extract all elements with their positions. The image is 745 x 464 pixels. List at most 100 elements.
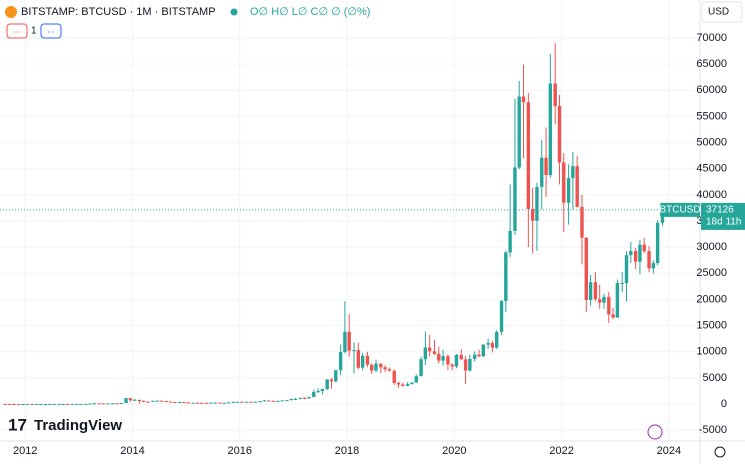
- candle-body: [334, 370, 338, 382]
- candle-body: [544, 157, 548, 175]
- candle-body: [481, 344, 485, 357]
- candle-body: [405, 384, 410, 386]
- candle-body: [473, 354, 477, 359]
- candle-body: [379, 363, 383, 368]
- candle-body: [624, 255, 629, 284]
- candle-body: [423, 347, 428, 360]
- brand-logo: 17: [8, 415, 27, 434]
- candle-body: [647, 251, 651, 269]
- candle-body: [396, 382, 401, 385]
- candle-body: [580, 206, 584, 238]
- candle-body: [427, 347, 432, 352]
- candle-body: [262, 400, 267, 402]
- candle-body: [222, 402, 226, 404]
- symbol-tag: [660, 202, 700, 217]
- currency-label[interactable]: USD: [708, 7, 729, 18]
- candle-body: [34, 403, 39, 405]
- settings-icon[interactable]: [714, 446, 726, 458]
- y-tick-label: 45000: [696, 163, 727, 175]
- candle-body: [182, 402, 186, 404]
- currency-button[interactable]: [701, 1, 743, 23]
- candle-body: [432, 351, 437, 354]
- candle-body: [615, 283, 620, 318]
- candle-body: [441, 356, 445, 361]
- candle-body: [146, 401, 150, 403]
- candle-body: [48, 403, 52, 405]
- candle-body: [30, 403, 34, 405]
- indicator-menu-text[interactable]: ...: [47, 24, 55, 34]
- btc-icon: [5, 6, 17, 18]
- candle-body: [245, 401, 249, 403]
- candle-body: [199, 402, 204, 404]
- candle-body: [343, 331, 347, 352]
- candle-body: [25, 403, 30, 405]
- symbol-tag-text: BTCUSD: [659, 205, 700, 216]
- candle-body: [128, 398, 133, 401]
- candle-body: [17, 404, 21, 406]
- candle-body: [168, 401, 173, 403]
- indicator-menu[interactable]: [40, 23, 62, 39]
- candle-body: [329, 379, 334, 382]
- candle-body: [526, 102, 531, 209]
- y-tick-label: 20000: [696, 293, 727, 305]
- candle-body: [312, 391, 316, 397]
- candle-body: [642, 244, 646, 252]
- candle-body: [338, 351, 343, 371]
- y-tick-label: 15000: [696, 319, 727, 331]
- candle-body: [191, 402, 195, 404]
- y-tick-label: 60000: [696, 84, 727, 96]
- price-tag-value: 37126: [706, 205, 734, 216]
- candle-body: [119, 402, 123, 404]
- candle-body: [571, 166, 575, 179]
- candle-body: [70, 403, 75, 405]
- candle-body: [213, 402, 217, 404]
- y-tick-label: 50000: [696, 136, 727, 148]
- candle-body: [316, 391, 320, 393]
- candle-body: [151, 400, 155, 402]
- candle-body: [302, 397, 307, 399]
- status-dot: [230, 8, 238, 16]
- indicator-toggle[interactable]: [6, 23, 28, 39]
- candle-body: [557, 105, 562, 163]
- candle-body: [298, 397, 303, 399]
- candle-body: [307, 396, 311, 399]
- candle-body: [575, 166, 579, 207]
- candle-body: [106, 403, 110, 405]
- event-icon[interactable]: [647, 424, 663, 440]
- candle-body: [226, 402, 231, 404]
- y-tick-label: 55000: [696, 110, 727, 122]
- candle-body: [7, 403, 12, 405]
- candle-body: [97, 403, 101, 405]
- candle-body: [289, 398, 293, 401]
- y-tick-label: 65000: [696, 58, 727, 70]
- candle-body: [325, 379, 329, 389]
- x-tick-label: 2014: [120, 445, 144, 457]
- candle-body: [437, 353, 441, 361]
- candle-body: [115, 403, 119, 405]
- candle-body: [370, 364, 374, 371]
- x-tick-label: 2020: [442, 445, 466, 457]
- y-tick-label: 25000: [696, 267, 727, 279]
- candle-body: [521, 96, 526, 103]
- candle-body: [651, 263, 656, 269]
- x-tick-label: 2022: [549, 445, 573, 457]
- candle-body: [258, 401, 262, 403]
- x-tick-label: 2012: [13, 445, 37, 457]
- candle-body: [459, 354, 464, 360]
- candle-body: [530, 208, 535, 221]
- candle-body: [195, 402, 200, 404]
- candle-body: [271, 400, 276, 402]
- y-tick-label: 40000: [696, 189, 727, 201]
- brand-name: TradingView: [34, 417, 122, 434]
- x-tick-label: 2018: [335, 445, 359, 457]
- candle-body: [142, 401, 146, 403]
- candle-body: [61, 403, 65, 405]
- y-tick-label: 5000: [703, 372, 727, 384]
- candle-body: [204, 402, 209, 404]
- indicator-toggle-text[interactable]: ...: [13, 24, 21, 34]
- candle-body: [235, 401, 240, 403]
- candle-body: [21, 404, 25, 406]
- candle-body: [566, 178, 571, 203]
- candle-body: [231, 402, 236, 404]
